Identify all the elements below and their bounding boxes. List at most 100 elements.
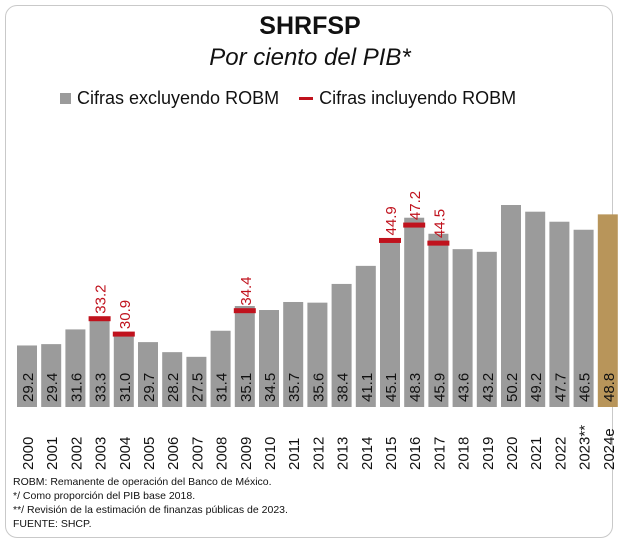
robm-marker xyxy=(427,240,450,246)
category-label: 2010 xyxy=(262,437,279,470)
bar xyxy=(89,318,110,407)
bar xyxy=(17,345,37,407)
category-label: 2009 xyxy=(238,437,255,470)
legend-swatch-line xyxy=(299,97,314,100)
robm-value-label: 44.9 xyxy=(383,206,400,235)
bar-value-label: 49.2 xyxy=(528,373,545,402)
bar xyxy=(331,283,352,407)
bar-value-label: 45.1 xyxy=(383,373,400,402)
chart-subtitle: Por ciento del PIB* xyxy=(209,44,411,71)
bar xyxy=(404,217,425,407)
bar xyxy=(525,211,546,407)
category-label: 2015 xyxy=(383,437,400,470)
robm-value-label: 44.5 xyxy=(431,209,448,238)
robm-value-label: 30.9 xyxy=(117,300,134,329)
bar-value-label: 48.3 xyxy=(407,373,424,402)
robm-value-label: 33.2 xyxy=(93,285,110,314)
legend: Cifras excluyendo ROBM Cifras incluyendo… xyxy=(60,88,600,109)
bar-value-label: 34.5 xyxy=(262,373,279,402)
bar-value-label: 28.2 xyxy=(165,373,182,402)
bar-value-label: 33.3 xyxy=(93,373,110,402)
category-label: 2013 xyxy=(335,437,352,470)
bar xyxy=(283,301,304,407)
category-label: 2019 xyxy=(480,437,497,470)
bar xyxy=(380,239,400,407)
robm-value-label: 34.4 xyxy=(238,276,255,305)
category-label: 2004 xyxy=(117,437,134,470)
robm-marker xyxy=(112,331,135,337)
bar-value-label: 31.0 xyxy=(117,373,134,402)
bar-value-label: 29.4 xyxy=(44,373,61,402)
bar xyxy=(452,249,473,407)
bar xyxy=(501,205,521,407)
bar xyxy=(138,342,158,407)
robm-marker xyxy=(233,308,256,314)
bar xyxy=(597,214,618,407)
bar xyxy=(65,329,86,407)
category-label: 2007 xyxy=(189,437,206,470)
category-label: 2016 xyxy=(407,437,424,470)
footnote-pib: */ Como proporción del PIB base 2018. xyxy=(13,490,196,502)
legend-swatch-bar xyxy=(60,93,71,104)
bar-value-label: 47.7 xyxy=(552,373,569,402)
bar xyxy=(573,229,594,407)
robm-marker xyxy=(403,222,426,228)
category-label: 2018 xyxy=(456,437,473,470)
footnotes: ROBM: Remanente de operación del Banco d… xyxy=(13,475,288,531)
bar-value-label: 41.1 xyxy=(359,373,376,402)
chart-title: SHRFSP xyxy=(259,12,361,40)
category-label: 2024e xyxy=(601,428,618,470)
bar-value-label: 35.6 xyxy=(310,373,327,402)
bar xyxy=(234,306,255,407)
bar xyxy=(355,265,376,407)
bar-value-label: 29.2 xyxy=(20,373,37,402)
bar-value-label: 45.9 xyxy=(431,373,448,402)
footnote-robm: ROBM: Remanente de operación del Banco d… xyxy=(13,476,272,488)
bar-value-label: 29.7 xyxy=(141,373,158,402)
category-label: 2002 xyxy=(68,437,85,470)
category-label: 2003 xyxy=(93,437,110,470)
bar-value-label: 31.6 xyxy=(68,373,85,402)
category-label: 2000 xyxy=(20,437,37,470)
bar xyxy=(476,251,497,407)
bar xyxy=(186,356,207,407)
legend-item-including: Cifras incluyendo ROBM xyxy=(299,88,516,109)
category-label: 2011 xyxy=(286,438,303,470)
footnote-revision: **/ Revisión de la estimación de finanza… xyxy=(13,504,288,516)
category-label: 2021 xyxy=(528,437,545,470)
bar xyxy=(113,333,134,407)
category-label: 2005 xyxy=(141,437,158,470)
category-label: 2020 xyxy=(504,437,521,470)
legend-label-including: Cifras incluyendo ROBM xyxy=(319,88,517,108)
bar-value-label: 27.5 xyxy=(189,373,206,402)
category-label: 2017 xyxy=(431,437,448,470)
bar xyxy=(549,221,570,407)
category-label: 2023** xyxy=(577,425,594,470)
bar-value-label: 38.4 xyxy=(335,373,352,402)
bar-value-label: 35.1 xyxy=(238,373,255,402)
category-label: 2014 xyxy=(359,437,376,470)
bar-value-label: 43.6 xyxy=(456,373,473,402)
legend-item-excluding: Cifras excluyendo ROBM xyxy=(60,88,279,109)
robm-marker xyxy=(379,237,401,243)
category-label: 2012 xyxy=(310,437,327,470)
bar-value-label: 50.2 xyxy=(504,373,521,402)
bar xyxy=(41,344,62,407)
category-label: 2001 xyxy=(44,437,61,470)
bar xyxy=(210,330,231,407)
bar-value-label: 31.4 xyxy=(214,373,231,402)
robm-value-label: 47.2 xyxy=(407,191,424,220)
bar xyxy=(162,352,183,407)
bar-value-label: 46.5 xyxy=(577,373,594,402)
robm-marker xyxy=(88,316,111,322)
category-label: 2022 xyxy=(552,437,569,470)
bar-value-label: 43.2 xyxy=(480,373,497,402)
category-label: 2006 xyxy=(165,437,182,470)
bar-value-label: 35.7 xyxy=(286,373,303,402)
bar xyxy=(428,233,449,407)
footnote-source: FUENTE: SHCP. xyxy=(13,518,92,530)
category-label: 2008 xyxy=(214,437,231,470)
bar xyxy=(259,310,279,407)
legend-label-excluding: Cifras excluyendo ROBM xyxy=(77,88,280,108)
